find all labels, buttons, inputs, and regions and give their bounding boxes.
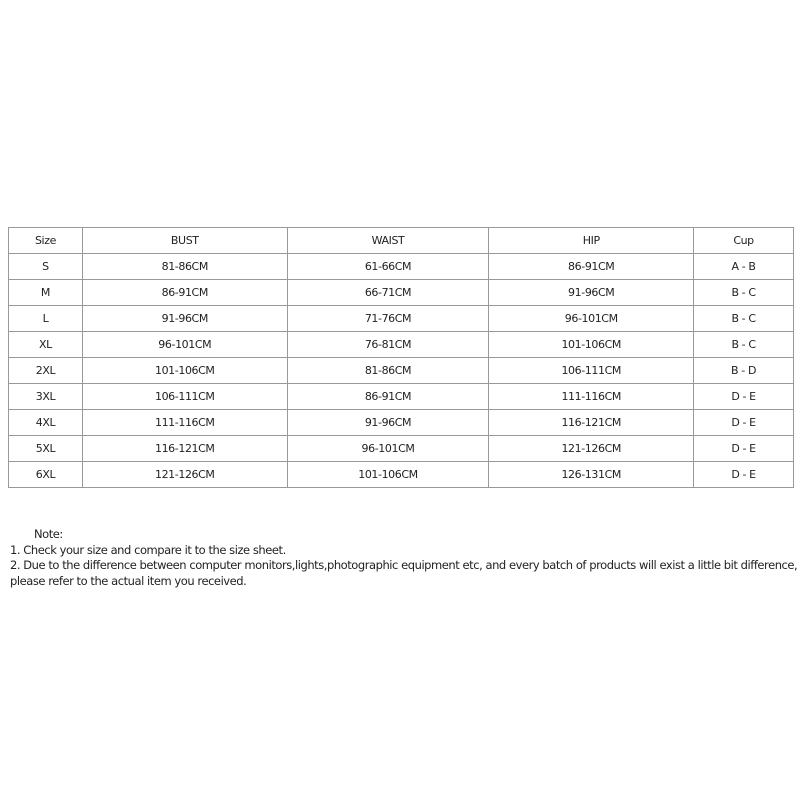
table-cell: 101-106CM — [286, 461, 490, 488]
table-cell: B - C — [693, 331, 794, 358]
table-cell: 2XL — [8, 357, 83, 384]
note-title: Note: — [34, 527, 63, 541]
table-cell: L — [8, 305, 83, 332]
table-cell: 111-116CM — [488, 383, 695, 410]
size-note: Note: 1. Check your size and compare it … — [10, 527, 798, 589]
table-cell: D - E — [693, 383, 794, 410]
table-cell: D - E — [693, 461, 794, 488]
table-cell: S — [8, 253, 83, 280]
table-cell: 121-126CM — [488, 435, 695, 462]
note-line: 1. Check your size and compare it to the… — [10, 542, 286, 557]
table-cell: 86-91CM — [81, 279, 288, 306]
table-cell: 81-86CM — [286, 357, 490, 384]
table-cell: B - C — [693, 279, 794, 306]
table-cell: 96-101CM — [286, 435, 490, 462]
table-cell: 86-91CM — [488, 253, 695, 280]
table-cell: 71-76CM — [286, 305, 490, 332]
table-cell: D - E — [693, 409, 794, 436]
table-row: XL 96-101CM 76-81CM 101-106CM B - C — [8, 331, 794, 358]
table-row: 6XL 121-126CM 101-106CM 126-131CM D - E — [8, 461, 794, 488]
column-header: WAIST — [286, 227, 490, 254]
note-line: please refer to the actual item you rece… — [10, 573, 247, 588]
table-cell: 76-81CM — [286, 331, 490, 358]
table-row: 2XL 101-106CM 81-86CM 106-111CM B - D — [8, 357, 794, 384]
table-cell: 111-116CM — [81, 409, 288, 436]
table-cell: 81-86CM — [81, 253, 288, 280]
table-cell: 66-71CM — [286, 279, 490, 306]
table-cell: 4XL — [8, 409, 83, 436]
table-cell: A - B — [693, 253, 794, 280]
table-cell: XL — [8, 331, 83, 358]
column-header: BUST — [81, 227, 288, 254]
column-header: HIP — [488, 227, 695, 254]
table-cell: 6XL — [8, 461, 83, 488]
table-cell: 116-121CM — [488, 409, 695, 436]
table-cell: 106-111CM — [488, 357, 695, 384]
table-row: 5XL 116-121CM 96-101CM 121-126CM D - E — [8, 435, 794, 462]
table-cell: 101-106CM — [81, 357, 288, 384]
table-body: S 81-86CM 61-66CM 86-91CM A - B M 86-91CM 66-71… — [8, 253, 794, 488]
table-row: L 91-96CM 71-76CM 96-101CM B - C — [8, 305, 794, 332]
table-cell: D - E — [693, 435, 794, 462]
table-cell: 96-101CM — [488, 305, 695, 332]
note-line: 2. Due to the difference between compute… — [10, 558, 798, 572]
table-row: M 86-91CM 66-71CM 91-96CM B - C — [8, 279, 794, 306]
table-cell: 3XL — [8, 383, 83, 410]
table-header-row: Size BUST WAIST HIP Cup — [8, 227, 794, 254]
size-chart-table: Size BUST WAIST HIP Cup S 81-86CM 61-66CM 86-91… — [8, 227, 794, 488]
table-row: S 81-86CM 61-66CM 86-91CM A - B — [8, 253, 794, 280]
table-cell: 121-126CM — [81, 461, 288, 488]
table-cell: B - C — [693, 305, 794, 332]
table-cell: 116-121CM — [81, 435, 288, 462]
table-cell: 91-96CM — [81, 305, 288, 332]
table-cell: M — [8, 279, 83, 306]
table-row: 4XL 111-116CM 91-96CM 116-121CM D - E — [8, 409, 794, 436]
table-cell: 61-66CM — [286, 253, 490, 280]
table-cell: 86-91CM — [286, 383, 490, 410]
table-cell: 126-131CM — [488, 461, 695, 488]
table-row: 3XL 106-111CM 86-91CM 111-116CM D - E — [8, 383, 794, 410]
table-cell: 91-96CM — [286, 409, 490, 436]
table-cell: 5XL — [8, 435, 83, 462]
column-header: Cup — [693, 227, 794, 254]
table-cell: 106-111CM — [81, 383, 288, 410]
table-cell: B - D — [693, 357, 794, 384]
table-cell: 91-96CM — [488, 279, 695, 306]
table-cell: 101-106CM — [488, 331, 695, 358]
column-header: Size — [8, 227, 83, 254]
table-cell: 96-101CM — [81, 331, 288, 358]
